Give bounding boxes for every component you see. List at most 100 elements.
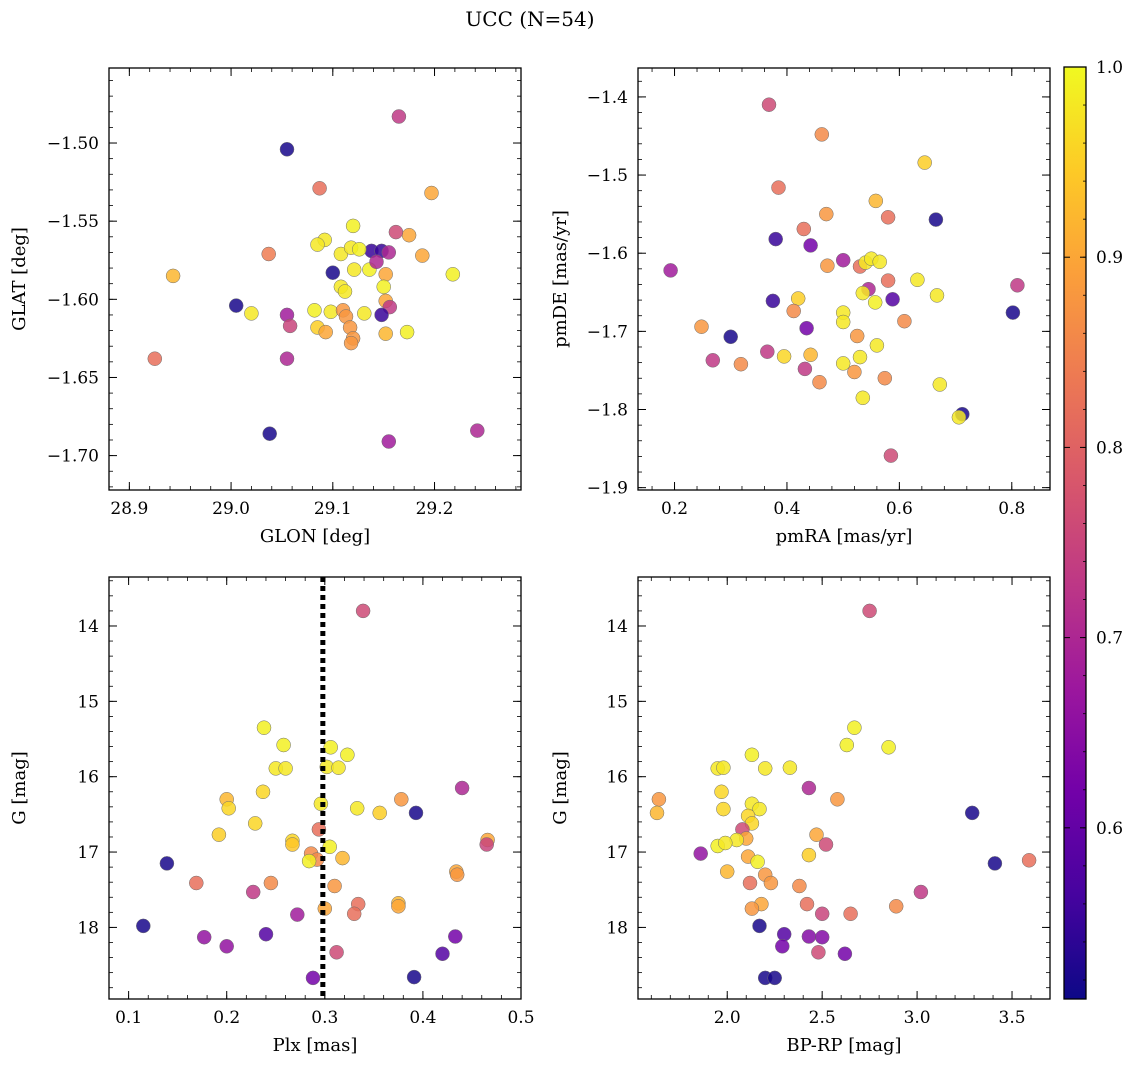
data-point [763, 875, 779, 891]
data-point [814, 906, 830, 922]
data-point [305, 970, 321, 986]
data-point [847, 364, 862, 380]
data-point [835, 356, 851, 371]
data-point [301, 853, 317, 869]
data-point [928, 212, 944, 227]
data-point [196, 929, 212, 945]
data-point [355, 603, 371, 619]
data-point [799, 320, 814, 336]
data-point [189, 875, 204, 891]
data-point [888, 899, 904, 914]
data-point [262, 426, 277, 441]
colorbar-gradient [1063, 66, 1087, 1000]
scatter-points [147, 109, 485, 449]
data-point [881, 740, 896, 755]
data-point [760, 344, 775, 359]
data-point [337, 284, 353, 299]
data-point [307, 303, 322, 318]
data-point [910, 272, 925, 288]
y-tick-label: 16 [77, 768, 99, 788]
x-tick-label: 0.8 [998, 499, 1025, 519]
colorbar: 0.6 0.7 0.8 0.9 1.0 [1063, 58, 1123, 1000]
data-point [714, 784, 729, 800]
data-point [470, 423, 485, 438]
data-point [310, 237, 325, 252]
y-tick-label: 15 [77, 692, 99, 712]
x-tick-label: 0.4 [773, 499, 800, 519]
data-point [733, 356, 749, 372]
data-point [276, 737, 291, 753]
data-point [282, 318, 298, 334]
data-point [445, 267, 461, 282]
data-point [651, 792, 667, 807]
data-point [345, 218, 361, 234]
data-point [290, 907, 305, 922]
axes-frame [108, 67, 522, 491]
data-point [381, 434, 397, 449]
x-tick-label: 3.0 [904, 1008, 931, 1028]
y-tick-label: −1.70 [47, 447, 99, 467]
data-point [792, 878, 807, 894]
data-point [258, 926, 274, 942]
figure-title: UCC (N=54) [465, 7, 594, 31]
data-point [424, 185, 439, 201]
data-point [862, 603, 877, 619]
x-tick-label: 29.1 [314, 499, 352, 519]
data-point [812, 374, 827, 390]
scatter-points [663, 97, 1025, 463]
data-point [331, 760, 346, 775]
data-point [818, 837, 834, 852]
colorbar-tick-label: 0.9 [1096, 248, 1123, 268]
data-point [147, 351, 163, 366]
y-tick-label: −1.4 [587, 88, 628, 108]
data-point [378, 326, 393, 341]
panel-bottom-left: 0.1 0.2 0.3 0.4 0.5 14 15 16 17 18 Plx [mas] G [mag… [9, 576, 535, 1056]
x-axis-label: BP-RP [mag] [786, 1035, 901, 1056]
colorbar-tick-label: 0.8 [1096, 438, 1123, 458]
data-point [329, 945, 344, 960]
x-tick-label: 29.2 [416, 499, 454, 519]
data-point [394, 792, 409, 807]
data-point [346, 262, 362, 277]
data-point [165, 268, 181, 284]
data-point [663, 263, 678, 278]
data-point [883, 448, 899, 463]
x-tick-label: 0.4 [409, 1008, 436, 1028]
data-point [325, 265, 341, 280]
data-point [830, 792, 845, 807]
data-point [801, 929, 817, 944]
data-point [761, 97, 777, 112]
data-point [261, 246, 276, 262]
y-tick-label: −1.9 [587, 479, 628, 499]
data-point [852, 349, 868, 365]
axes-frame [108, 576, 522, 1000]
data-point [263, 875, 279, 891]
data-point [323, 304, 339, 320]
data-point [776, 926, 792, 942]
data-point [835, 252, 851, 268]
y-tick-label: 17 [606, 843, 628, 863]
data-point [719, 864, 735, 879]
data-point [782, 760, 798, 775]
data-point [454, 780, 470, 796]
data-point [801, 847, 817, 863]
data-point [221, 801, 236, 816]
data-point [357, 306, 372, 321]
data-point [951, 410, 967, 425]
y-tick-label: 16 [606, 768, 628, 788]
data-point [757, 761, 773, 776]
x-tick-label: 0.2 [213, 1008, 240, 1028]
x-tick-label: 29.0 [212, 499, 250, 519]
data-point [775, 939, 790, 954]
data-point [219, 939, 234, 954]
data-point [349, 801, 365, 816]
data-point [378, 267, 393, 282]
data-point [932, 377, 948, 392]
data-point [796, 221, 812, 237]
data-point [245, 884, 261, 900]
x-tick-label: 0.2 [661, 499, 688, 519]
data-point [415, 248, 430, 263]
data-point [352, 242, 367, 257]
data-point [867, 295, 883, 310]
data-point [346, 906, 362, 922]
